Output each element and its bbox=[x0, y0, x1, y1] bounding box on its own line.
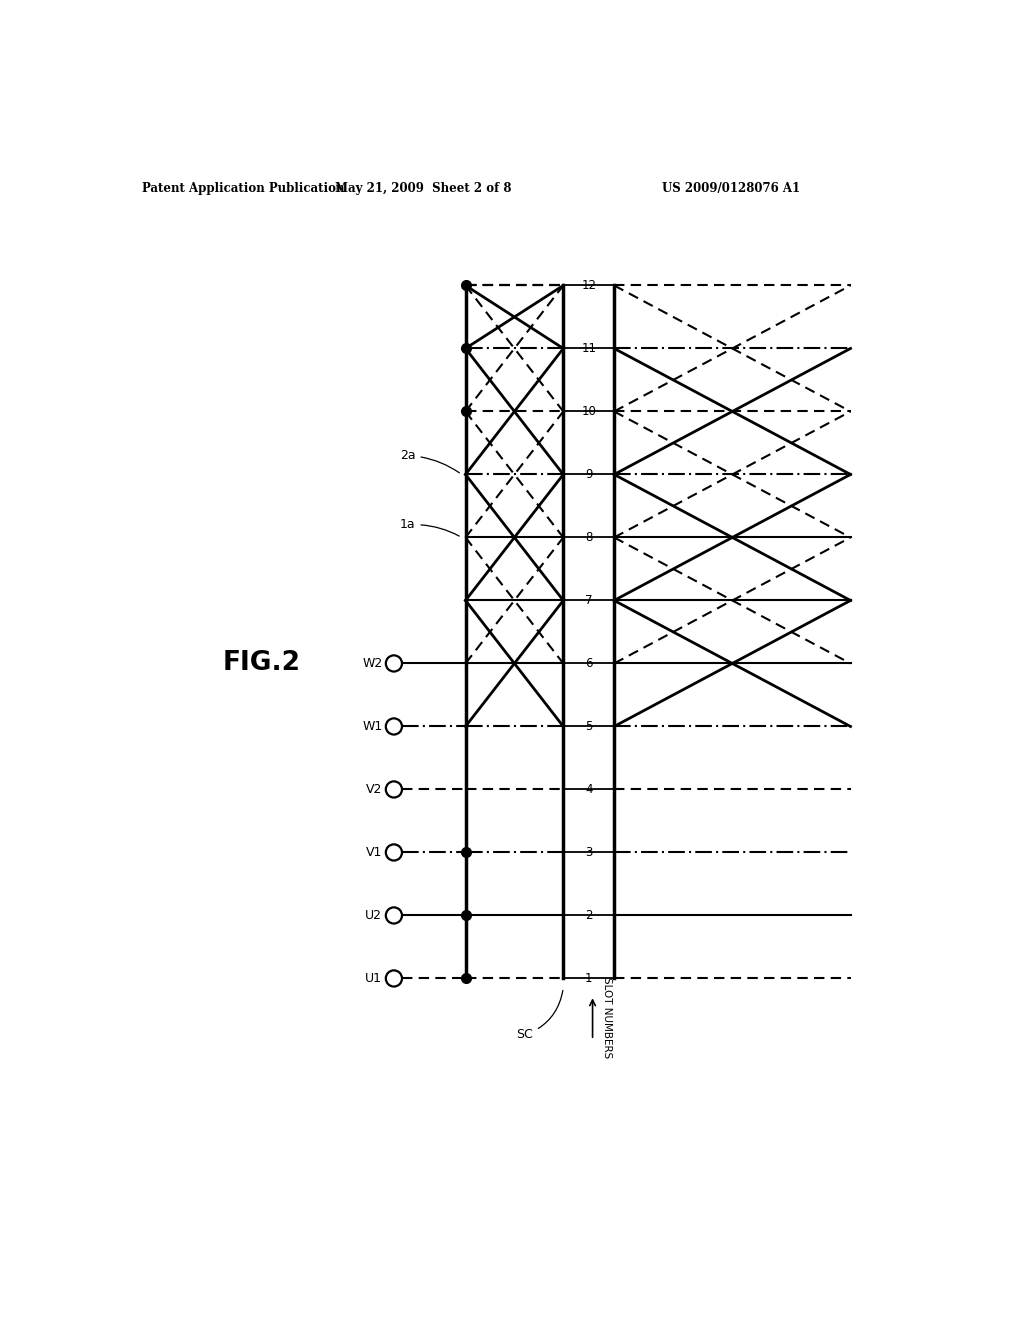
Text: 1: 1 bbox=[585, 972, 593, 985]
Text: 2a: 2a bbox=[399, 449, 460, 473]
Text: SLOT NUMBERS: SLOT NUMBERS bbox=[602, 977, 611, 1059]
Circle shape bbox=[386, 781, 402, 797]
Text: 12: 12 bbox=[582, 279, 596, 292]
Text: U1: U1 bbox=[366, 972, 382, 985]
Text: FIG.2: FIG.2 bbox=[223, 651, 301, 676]
Circle shape bbox=[386, 970, 402, 986]
Text: 1a: 1a bbox=[399, 519, 459, 536]
Circle shape bbox=[386, 655, 402, 672]
Text: Patent Application Publication: Patent Application Publication bbox=[142, 182, 345, 194]
Text: 6: 6 bbox=[585, 657, 593, 671]
Text: 2: 2 bbox=[585, 909, 593, 921]
Text: 10: 10 bbox=[582, 405, 596, 418]
Text: V2: V2 bbox=[366, 783, 382, 796]
Text: 8: 8 bbox=[585, 531, 593, 544]
Text: May 21, 2009  Sheet 2 of 8: May 21, 2009 Sheet 2 of 8 bbox=[335, 182, 511, 194]
Circle shape bbox=[386, 845, 402, 861]
Text: US 2009/0128076 A1: US 2009/0128076 A1 bbox=[662, 182, 800, 194]
Text: 7: 7 bbox=[585, 594, 593, 607]
Circle shape bbox=[386, 718, 402, 734]
Text: 11: 11 bbox=[582, 342, 596, 355]
Circle shape bbox=[386, 907, 402, 924]
Text: 9: 9 bbox=[585, 469, 593, 480]
Text: V1: V1 bbox=[366, 846, 382, 859]
Text: 3: 3 bbox=[585, 846, 593, 859]
Text: W2: W2 bbox=[362, 657, 382, 671]
Text: 5: 5 bbox=[585, 719, 593, 733]
Text: U2: U2 bbox=[366, 909, 382, 921]
Text: SC: SC bbox=[516, 990, 563, 1041]
Text: W1: W1 bbox=[362, 719, 382, 733]
Text: 4: 4 bbox=[585, 783, 593, 796]
